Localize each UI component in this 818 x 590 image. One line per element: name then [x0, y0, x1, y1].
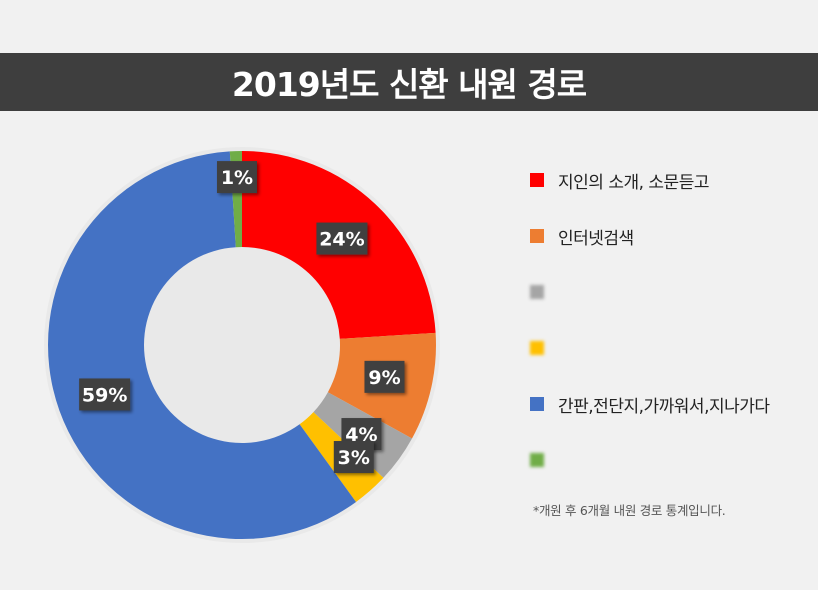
legend-swatch — [530, 397, 544, 411]
legend-label: 인터넷검색 — [558, 228, 634, 249]
data-label-text: 3% — [338, 447, 370, 469]
data-label-2: 9% — [364, 360, 405, 393]
legend-item-6 — [530, 450, 810, 470]
legend-item-2: 인터넷검색 — [530, 226, 810, 249]
data-label-box — [316, 222, 368, 255]
chart-title: 2019년도 신환 내원 경로 — [0, 53, 818, 111]
data-label-text: 4% — [345, 424, 377, 446]
data-label-6: 1% — [216, 161, 257, 194]
legend-item-5: 간판,전단지,가까워서,지나가다 — [530, 394, 810, 417]
legend-label: 간판,전단지,가까워서,지나가다 — [558, 396, 770, 417]
data-label-text: 59% — [82, 384, 127, 406]
data-label-5: 59% — [79, 378, 131, 411]
legend-item-3 — [530, 282, 810, 302]
data-label-text: 24% — [319, 229, 364, 251]
data-label-text: 9% — [368, 367, 400, 389]
legend-swatch — [530, 285, 544, 299]
legend-swatch — [530, 173, 544, 187]
legend-item-4 — [530, 338, 810, 358]
legend-swatch — [530, 229, 544, 243]
legend-item-1: 지인의 소개, 소문듣고 — [530, 170, 810, 193]
donut-chart: 24% 9% 4%3% 59% 1% — [47, 151, 436, 540]
donut-slice-5 — [47, 151, 357, 540]
data-label-box — [333, 441, 374, 474]
data-label-box — [79, 378, 131, 411]
data-label-text: 1% — [221, 167, 253, 189]
legend-swatch — [530, 453, 544, 467]
data-label-1: 24% — [316, 222, 368, 255]
data-label-box — [216, 161, 257, 194]
legend-label: 지인의 소개, 소문듣고 — [558, 172, 709, 193]
legend-swatch — [530, 341, 544, 355]
data-label-4: 3% — [333, 441, 374, 474]
footnote: *개원 후 6개월 내원 경로 통계입니다. — [533, 503, 726, 518]
data-label-box — [364, 360, 405, 393]
